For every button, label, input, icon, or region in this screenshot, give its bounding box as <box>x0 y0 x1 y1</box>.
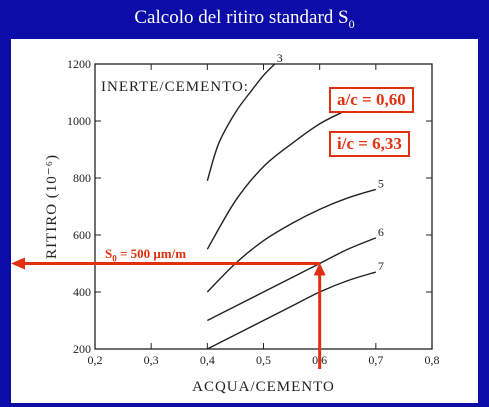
x-tick-label: 0,7 <box>368 353 383 367</box>
vertical-arrow-head <box>313 262 326 276</box>
x-tick-label: 0,8 <box>425 353 440 367</box>
s0-label-subscript: 0 <box>112 253 117 264</box>
s0-label-symbol: S <box>105 246 113 261</box>
shrinkage-chart: 0,20,30,40,50,60,70,82004006008001000120… <box>11 51 440 395</box>
s0-label-value: = 500 μm/m <box>116 246 187 261</box>
y-axis-label: RITIRO (10⁻⁶) <box>44 154 60 259</box>
series-line-3 <box>206 63 276 182</box>
x-axis-label: ACQUA/CEMENTO <box>192 379 335 395</box>
series-label-3: 3 <box>277 51 283 65</box>
ic-ratio-box: i/c = 6,33 <box>329 131 410 157</box>
x-tick-label: 0,4 <box>200 353 215 367</box>
x-tick-label: 0,3 <box>144 353 159 367</box>
y-tick-label: 1000 <box>67 114 91 128</box>
y-tick-label: 200 <box>73 342 91 356</box>
s0-value-label: S0 = 500 μm/m <box>105 246 186 264</box>
series-label-5: 5 <box>378 176 384 190</box>
y-tick-label: 600 <box>73 228 91 242</box>
y-tick-label: 400 <box>73 285 91 299</box>
x-tick-label: 0,5 <box>256 353 271 367</box>
inset-title: INERTE/CEMENTO: <box>101 79 249 95</box>
slide-title-text: Calcolo del ritiro standard S <box>134 7 349 28</box>
series-line-6 <box>207 237 377 322</box>
slide-title-subscript: 0 <box>348 16 355 31</box>
y-tick-label: 800 <box>73 171 91 185</box>
x-tick-label: 0,2 <box>88 353 103 367</box>
slide-title: Calcolo del ritiro standard S0 <box>0 7 489 32</box>
ac-ratio-box: a/c = 0,60 <box>329 87 414 113</box>
series-line-4 <box>206 108 349 250</box>
series-label-6: 6 <box>378 225 384 239</box>
horizontal-arrow-head <box>11 257 25 270</box>
chart-panel: 0,20,30,40,50,60,70,82004006008001000120… <box>11 39 478 403</box>
y-tick-label: 1200 <box>67 57 91 71</box>
series-line-7 <box>207 271 377 350</box>
series-label-7: 7 <box>378 259 384 273</box>
